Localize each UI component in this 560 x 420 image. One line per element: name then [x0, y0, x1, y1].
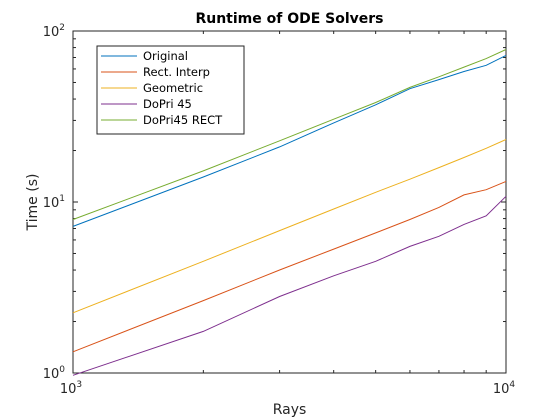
x-tick-label: 103 — [60, 380, 82, 397]
series-line-dopri-45 — [72, 195, 507, 376]
legend-label-dopri45-rect: DoPri45 RECT — [143, 113, 223, 127]
series-line-geometric — [72, 139, 507, 314]
y-tick-label: 100 — [43, 365, 66, 382]
y-tick-label: 101 — [43, 194, 65, 211]
legend-label-geometric: Geometric — [143, 81, 203, 95]
y-tick-label: 102 — [43, 23, 65, 40]
series-line-dopri45-rect — [72, 49, 507, 220]
x-axis-label: Rays — [273, 402, 307, 418]
series-line-original — [72, 54, 507, 227]
y-axis-label: Time (s) — [25, 174, 41, 232]
series-line-rect-interp — [72, 180, 507, 353]
legend-box — [96, 45, 245, 135]
legend-label-original: Original — [143, 49, 188, 63]
legend-label-dopri-45: DoPri 45 — [143, 97, 192, 111]
legend: Original Rect. Interp Geometric DoPri 45 DoP… — [96, 45, 245, 135]
chart-title: Runtime of ODE Solvers — [195, 11, 383, 27]
legend-label-rect-interp: Rect. Interp — [143, 65, 210, 79]
x-tick-label: 104 — [493, 380, 516, 397]
